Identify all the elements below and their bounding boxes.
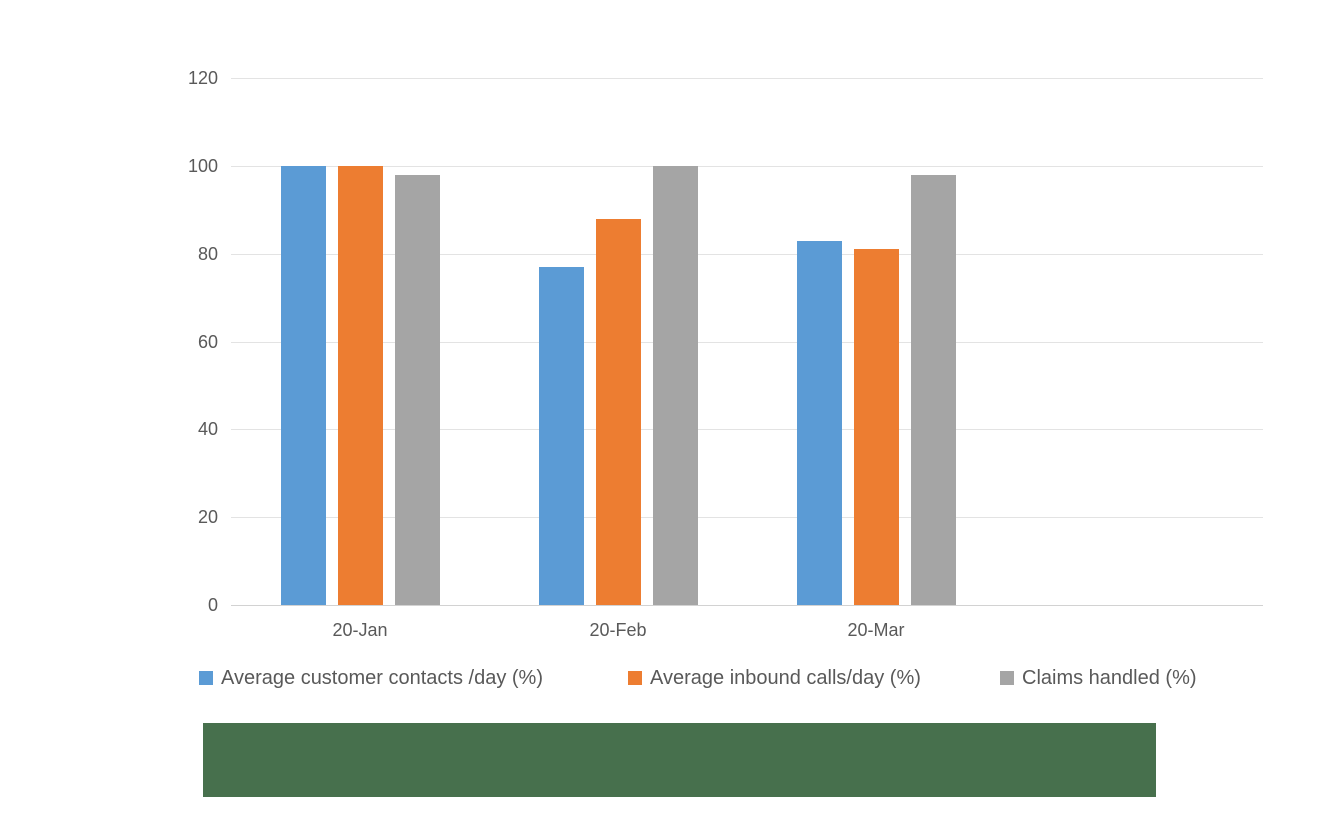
legend-item-2: Average inbound calls/day (%) (628, 667, 921, 689)
x-tick-label-20-Feb: 20-Feb (589, 620, 647, 640)
gridline-60 (231, 341, 1263, 343)
legend-swatch-icon (1000, 671, 1014, 685)
legend-swatch-icon (199, 671, 213, 685)
gridline-20 (231, 517, 1263, 519)
y-tick-label-100: 100 (187, 155, 218, 176)
bar-20-Jan-series-1 (280, 165, 326, 605)
bar-20-Mar-series-2 (853, 249, 899, 605)
gridline-80 (231, 253, 1263, 255)
bar-20-Mar-series-3 (910, 174, 956, 605)
bar-20-Feb-series-2 (595, 218, 641, 605)
legend-swatch-icon (628, 671, 642, 685)
y-tick-label-120: 120 (187, 68, 218, 88)
y-tick-label-80: 80 (197, 243, 218, 264)
x-tick-label-20-Jan: 20-Jan (332, 620, 388, 640)
y-tick-label-20: 20 (197, 507, 218, 528)
bar-20-Feb-series-1 (538, 266, 584, 605)
bar-20-Mar-series-1 (796, 240, 842, 605)
bar-20-Jan-series-2 (337, 165, 383, 605)
y-tick-label-0: 0 (207, 595, 218, 615)
redacted-green-block (203, 723, 1156, 797)
chart-legend: Average customer contacts /day (%) Averag… (0, 667, 1337, 691)
y-tick-label-40: 40 (197, 419, 218, 440)
legend-label: Claims handled (%) (1022, 666, 1197, 689)
gridline-120 (231, 78, 1263, 79)
x-tick-label-20-Mar: 20-Mar (847, 620, 905, 640)
bar-20-Feb-series-3 (652, 165, 698, 605)
gridline-40 (231, 429, 1263, 431)
legend-item-1: Average customer contacts /day (%) (199, 667, 543, 689)
legend-item-3: Claims handled (%) (1000, 667, 1197, 689)
plot-area (231, 78, 1263, 606)
bar-20-Jan-series-3 (394, 174, 440, 605)
y-tick-label-60: 60 (197, 331, 218, 352)
gridline-100 (231, 165, 1263, 167)
legend-label: Average inbound calls/day (%) (650, 666, 921, 689)
legend-label: Average customer contacts /day (%) (221, 666, 543, 689)
